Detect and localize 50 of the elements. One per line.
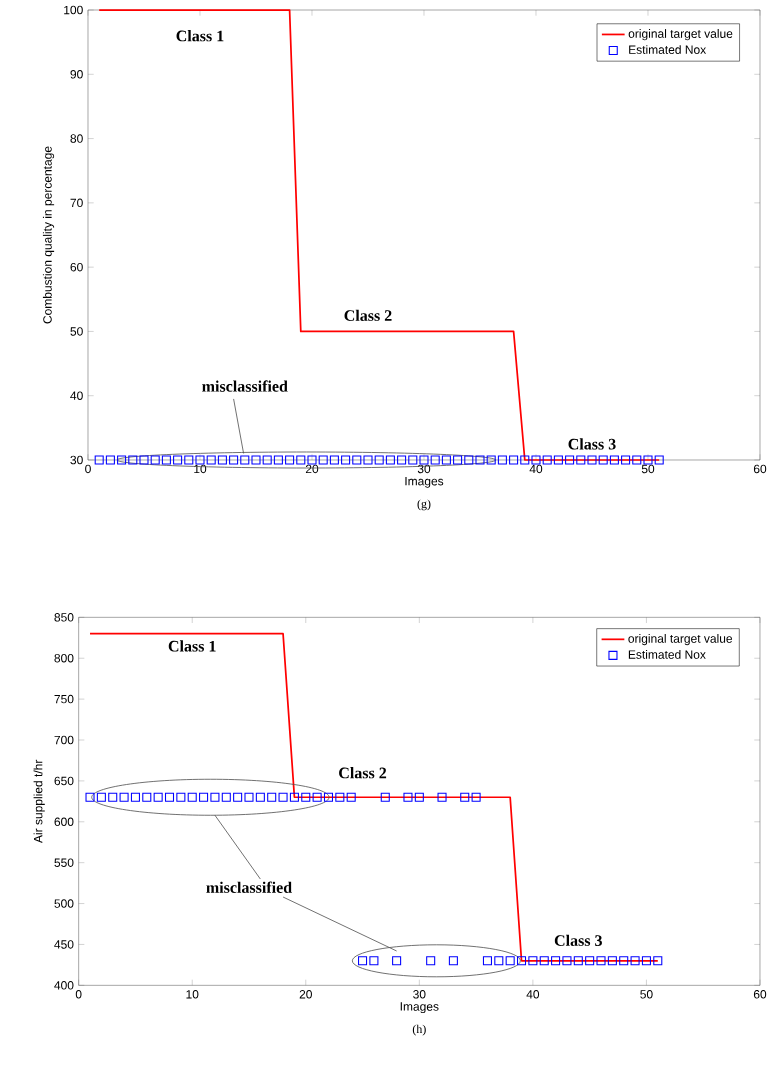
y-tick-label: 700: [54, 735, 74, 745]
y-tick-label: 450: [54, 940, 74, 949]
y-axis-title: Combustion quality in percentage: [42, 146, 55, 324]
x-tick-label: 0: [85, 464, 91, 474]
annotation: Class 3: [568, 438, 616, 450]
x-tick-label: 0: [75, 990, 82, 999]
text: (g): [417, 499, 431, 511]
x-tick-label: 30: [413, 990, 426, 999]
y-tick-label: 850: [54, 613, 74, 622]
text: (h): [412, 1024, 426, 1036]
y-tick-label: 400: [54, 981, 74, 990]
y-tick-label: 80: [70, 134, 83, 143]
y-tick-label: 40: [70, 391, 83, 400]
y-axis-title: Air supplied t/hr: [33, 759, 45, 843]
y-tick-label: 500: [54, 899, 74, 908]
y-tick-label: 650: [54, 776, 74, 786]
x-tick-label: 60: [753, 464, 767, 474]
x-axis-title: Images: [405, 477, 444, 488]
x-tick-label: 30: [417, 464, 431, 474]
legend-label: Estimated Nox: [628, 650, 706, 659]
annotation: Class 2: [344, 309, 392, 321]
annotation: Class 1: [176, 30, 224, 42]
x-tick-label: 50: [640, 990, 653, 999]
x-tick-label: 50: [641, 464, 655, 474]
x-tick-label: 10: [186, 990, 199, 999]
y-tick-label: 800: [54, 653, 74, 663]
y-tick-label: 30: [70, 455, 83, 465]
y-tick-label: 100: [64, 5, 83, 15]
legend-label: Estimated Nox: [629, 45, 707, 54]
x-tick-label: 40: [526, 990, 540, 999]
x-tick-label: 20: [299, 990, 312, 999]
x-axis-title: Images: [400, 1002, 439, 1014]
y-tick-label: 70: [70, 198, 83, 208]
annotation: misclassified: [206, 881, 292, 893]
y-tick-label: 600: [54, 817, 74, 827]
y-tick-label: 550: [54, 858, 74, 867]
x-tick-label: 10: [194, 464, 207, 474]
annotation: Class 3: [554, 934, 602, 946]
annotation: Class 1: [168, 640, 216, 652]
legend-label: original target value: [628, 633, 733, 646]
x-tick-label: 20: [305, 464, 319, 474]
x-tick-label: 40: [529, 464, 543, 474]
annotation: Class 2: [339, 767, 387, 779]
legend-label: original target value: [628, 29, 733, 41]
annotation: misclassified: [202, 380, 288, 392]
y-tick-label: 750: [54, 694, 74, 704]
x-tick-label: 60: [753, 990, 767, 999]
y-tick-label: 60: [70, 262, 83, 272]
y-tick-label: 90: [70, 70, 83, 79]
y-tick-label: 50: [70, 327, 83, 336]
